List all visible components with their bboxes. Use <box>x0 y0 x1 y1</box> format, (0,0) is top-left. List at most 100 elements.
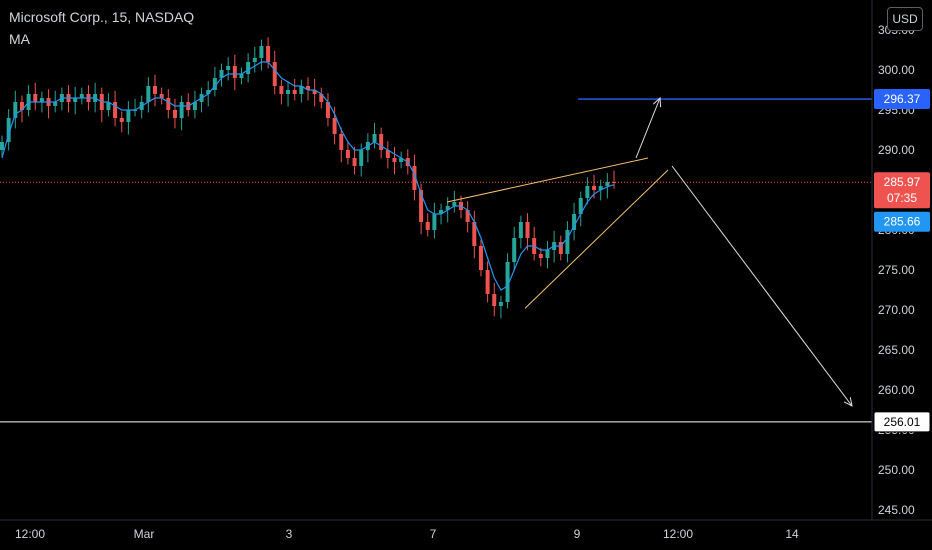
target-price-badge: 296.37 <box>884 92 921 106</box>
time-axis-bg <box>0 520 932 550</box>
candle-body <box>372 134 377 142</box>
candle-body <box>345 150 350 158</box>
ma-line <box>1 61 615 291</box>
arrow-up-head <box>653 96 662 108</box>
candle-body <box>239 74 244 78</box>
candle-body <box>425 222 430 230</box>
candle-body <box>192 102 197 110</box>
candle-body <box>432 214 437 230</box>
candle-body <box>79 94 84 98</box>
arrow-down-head <box>843 397 853 407</box>
candle-body <box>352 158 357 166</box>
candle-body <box>585 186 590 198</box>
candle-body <box>299 86 304 94</box>
candle-body <box>505 262 510 302</box>
candle-body <box>472 222 477 246</box>
candle-body <box>439 210 444 214</box>
candle-body <box>319 94 324 102</box>
candle-body <box>578 198 583 214</box>
candle-body <box>106 102 111 110</box>
candle-body <box>485 270 490 294</box>
candle-body <box>518 222 523 238</box>
time-tick-label: 9 <box>574 527 581 541</box>
candle-body <box>558 242 563 254</box>
candle-body <box>392 158 397 162</box>
support-price-badge: 256.01 <box>884 415 921 429</box>
ma-price-badge-bg <box>874 211 930 232</box>
last-price-label: 285.97 <box>884 175 921 189</box>
time-tick-label: Mar <box>134 527 155 541</box>
time-tick-label: 7 <box>430 527 437 541</box>
price-tick-label: 270.00 <box>878 303 915 317</box>
candle-body <box>113 102 118 118</box>
candle-body <box>179 102 184 118</box>
candle-body <box>212 78 217 90</box>
candle-body <box>325 102 330 118</box>
currency-button[interactable]: USD <box>887 7 923 31</box>
candle-body <box>492 294 497 306</box>
candle-body <box>159 94 164 98</box>
candle-body <box>498 302 503 306</box>
target-price-badge-bg <box>874 89 930 110</box>
candle-body <box>419 190 424 222</box>
candle-body <box>252 58 257 62</box>
candle-body <box>598 186 603 190</box>
candle-body <box>399 158 404 162</box>
candle-body <box>172 110 177 118</box>
candle-body <box>385 150 390 158</box>
candle-body <box>13 102 18 118</box>
candle-body <box>478 246 483 270</box>
candle-body <box>538 254 543 258</box>
candle-body <box>339 134 344 150</box>
candle-body <box>219 70 224 78</box>
candle-body <box>259 46 264 58</box>
candle-body <box>572 214 577 230</box>
arrow-up <box>635 97 661 159</box>
candle-body <box>286 90 291 94</box>
candle-body <box>73 98 78 102</box>
arrow-down <box>671 165 853 407</box>
wedge-lower-line <box>524 169 669 309</box>
price-tick-label: 265.00 <box>878 343 915 357</box>
candle-body <box>332 118 337 134</box>
support-price-badge-bg <box>873 411 931 433</box>
candle-body <box>445 206 450 210</box>
candle-body <box>312 90 317 94</box>
indicator-label[interactable]: MA <box>9 31 30 47</box>
countdown-label: 07:35 <box>887 191 917 205</box>
symbol-title[interactable]: Microsoft Corp., 15, NASDAQ <box>9 9 195 25</box>
candle-body <box>126 110 131 122</box>
candle-body <box>272 62 277 86</box>
candle-body <box>612 182 616 183</box>
candle-body <box>33 94 38 102</box>
time-axis[interactable]: 12:00 Mar 3 7 9 12:00 14 <box>0 519 932 550</box>
candle-body <box>379 134 384 150</box>
time-tick-label: 3 <box>286 527 293 541</box>
candle-body <box>512 238 517 262</box>
candlestick-series <box>0 37 616 319</box>
candle-body <box>592 186 597 190</box>
price-tick-label: 275.00 <box>878 263 915 277</box>
drawing-annotations <box>0 96 872 423</box>
candle-body <box>412 166 417 190</box>
candle-body <box>153 86 157 94</box>
candle-body <box>166 98 171 110</box>
last-price-badge-bg <box>874 172 930 209</box>
candle-body <box>119 118 124 122</box>
candle-body <box>292 90 297 94</box>
candle-body <box>525 222 530 238</box>
price-axis[interactable]: 305.00300.00295.00290.00285.00280.00275.… <box>871 0 932 550</box>
candle-body <box>146 86 151 102</box>
candle-body <box>565 230 570 254</box>
candle-body <box>306 86 310 90</box>
time-tick-label: 12:00 <box>663 527 693 541</box>
wedge-upper-line <box>446 157 649 203</box>
time-tick-label: 14 <box>785 527 799 541</box>
candle-body <box>266 46 271 62</box>
price-tick-label: 245.00 <box>878 503 915 517</box>
candle-body <box>53 102 58 106</box>
candle-body <box>39 98 44 102</box>
candle-body <box>0 142 4 150</box>
candle-body <box>605 182 610 186</box>
